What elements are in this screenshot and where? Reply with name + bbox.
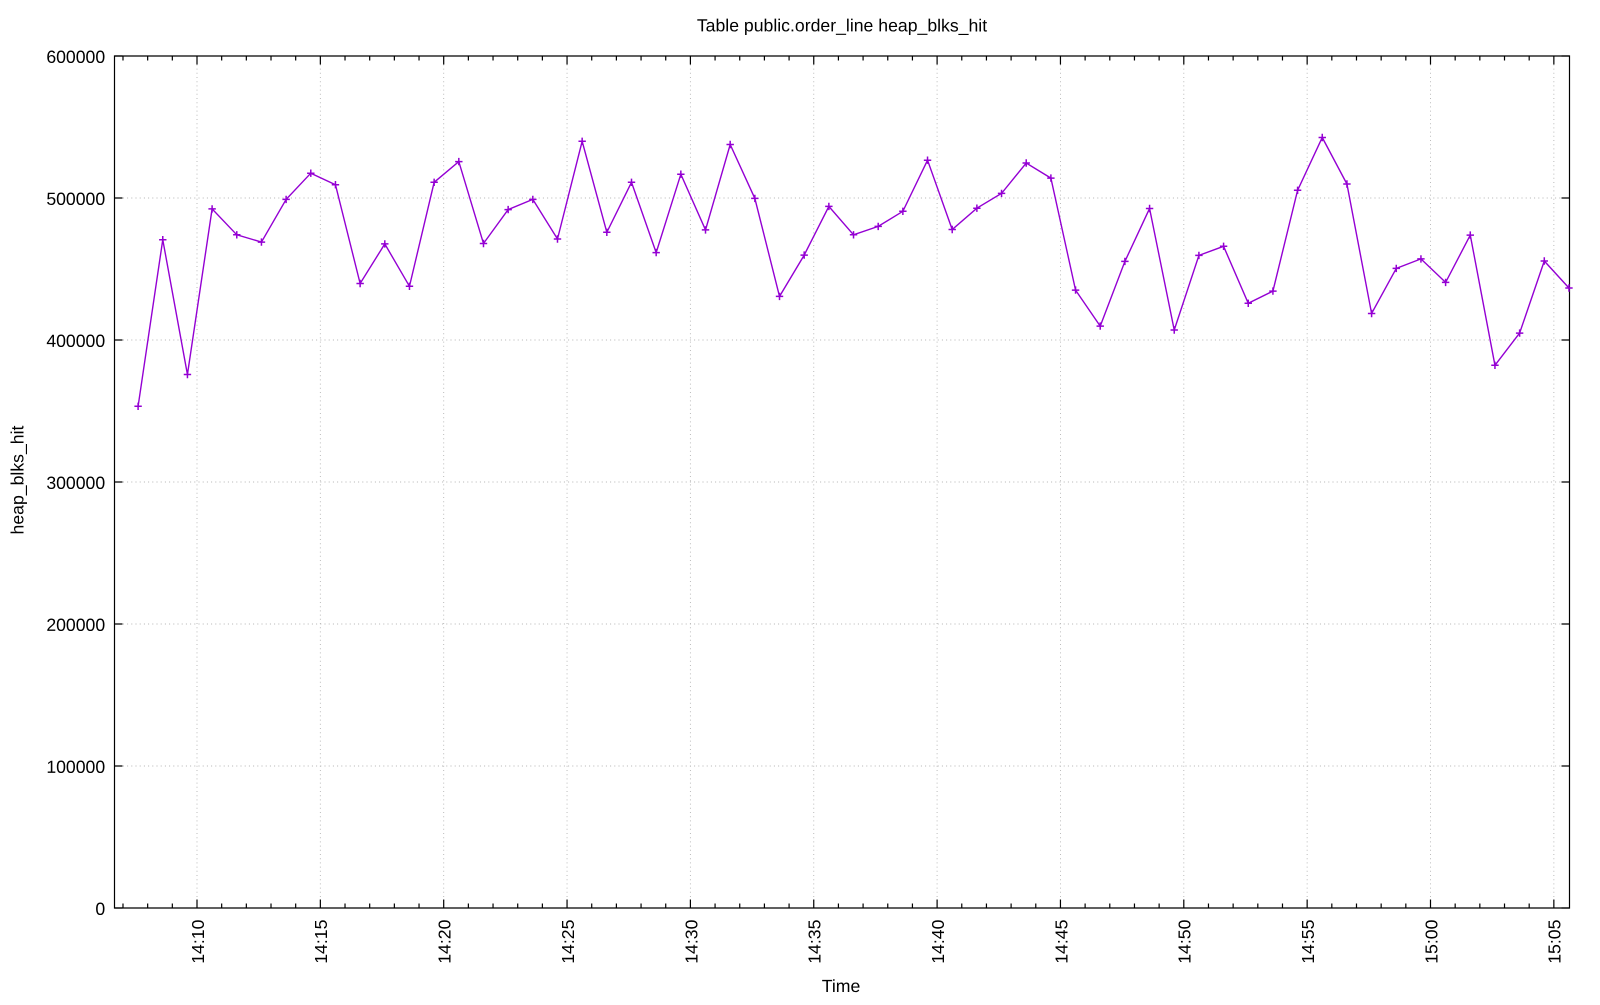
svg-text:14:45: 14:45 [1051, 919, 1071, 963]
svg-text:0: 0 [95, 899, 105, 919]
svg-text:14:10: 14:10 [188, 919, 208, 963]
svg-text:Time: Time [822, 976, 861, 996]
svg-text:14:40: 14:40 [928, 919, 948, 963]
svg-text:14:55: 14:55 [1298, 919, 1318, 963]
svg-text:100000: 100000 [46, 757, 105, 777]
svg-text:14:35: 14:35 [805, 919, 825, 963]
svg-text:Table public.order_line heap_b: Table public.order_line heap_blks_hit [697, 15, 987, 36]
svg-text:14:20: 14:20 [435, 919, 455, 963]
svg-text:15:00: 15:00 [1421, 919, 1441, 963]
svg-text:14:15: 14:15 [311, 919, 331, 963]
svg-text:heap_blks_hit: heap_blks_hit [8, 425, 29, 534]
svg-text:200000: 200000 [46, 615, 105, 635]
svg-text:500000: 500000 [46, 189, 105, 209]
svg-text:15:05: 15:05 [1545, 919, 1565, 963]
svg-text:14:30: 14:30 [681, 919, 701, 963]
svg-text:14:50: 14:50 [1175, 919, 1195, 963]
svg-text:400000: 400000 [46, 331, 105, 351]
svg-text:14:25: 14:25 [558, 919, 578, 963]
svg-text:300000: 300000 [46, 473, 105, 493]
svg-text:600000: 600000 [46, 47, 105, 67]
